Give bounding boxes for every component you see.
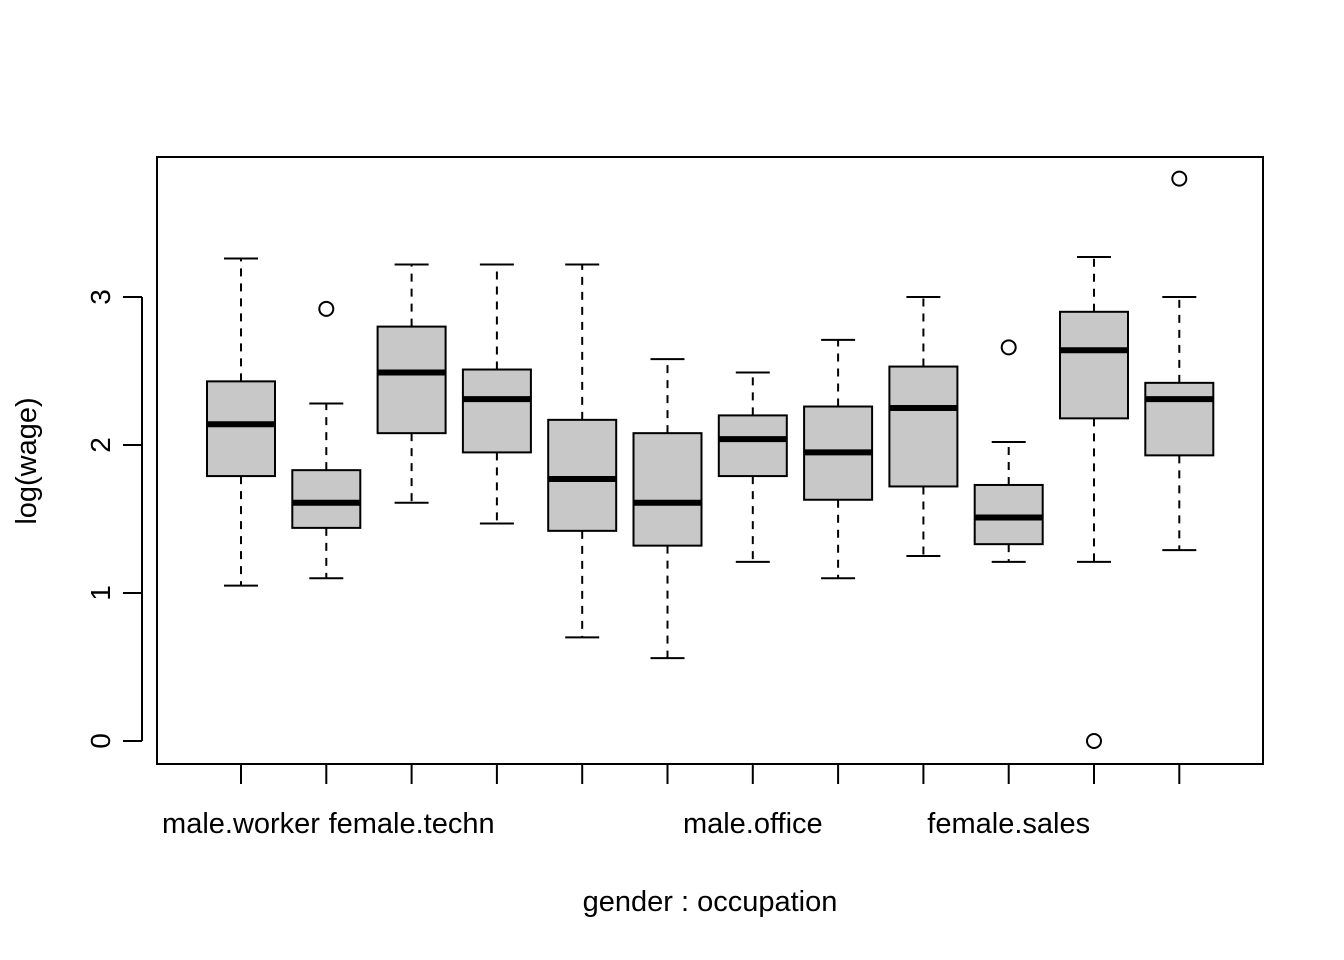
box-4	[461, 263, 532, 525]
iqr-box-9	[888, 365, 959, 488]
x-axis: male.worker female.techn male.office female…	[162, 763, 1181, 840]
iqr-box-3	[376, 325, 447, 435]
boxes	[206, 170, 1215, 749]
box-8	[803, 338, 874, 580]
iqr-box-12	[1144, 381, 1215, 457]
outlier-point-2-0	[318, 300, 335, 317]
iqr-box-1	[206, 380, 276, 478]
box-2	[291, 300, 362, 580]
x-axis-title: gender : occupation	[583, 886, 838, 918]
y-axis-title: log(wage)	[11, 397, 43, 524]
x-tick-label-female.sales: female.sales	[927, 808, 1090, 840]
iqr-box-7	[717, 414, 788, 478]
outlier-point-10-0	[1000, 339, 1017, 356]
x-tick-label-male.office: male.office	[683, 808, 823, 840]
iqr-box-11	[1059, 310, 1129, 420]
iqr-box-5	[547, 418, 618, 532]
y-tick-label-2: 2	[85, 437, 116, 453]
box-10	[973, 339, 1044, 563]
iqr-box-4	[461, 368, 532, 454]
iqr-box-6	[632, 432, 703, 547]
box-11	[1059, 256, 1129, 749]
iqr-box-2	[291, 469, 362, 529]
outlier-point-11-0	[1086, 733, 1102, 749]
y-tick-label-1: 1	[85, 585, 116, 601]
y-tick-label-3: 3	[85, 289, 116, 305]
plot-frame	[156, 156, 1264, 765]
y-axis: 0 1 2 3	[85, 289, 143, 749]
x-tick-label-male.worker: male.worker	[162, 808, 320, 840]
box-3	[376, 263, 447, 504]
box-9	[888, 296, 959, 557]
box-12	[1144, 170, 1215, 552]
box-7	[717, 371, 788, 563]
x-tick-label-female.techn: female.techn	[329, 808, 495, 840]
box-1	[206, 257, 276, 587]
box-6	[632, 358, 703, 660]
box-5	[547, 263, 618, 639]
outlier-point-12-0	[1171, 170, 1188, 187]
y-tick-label-0: 0	[85, 733, 116, 749]
